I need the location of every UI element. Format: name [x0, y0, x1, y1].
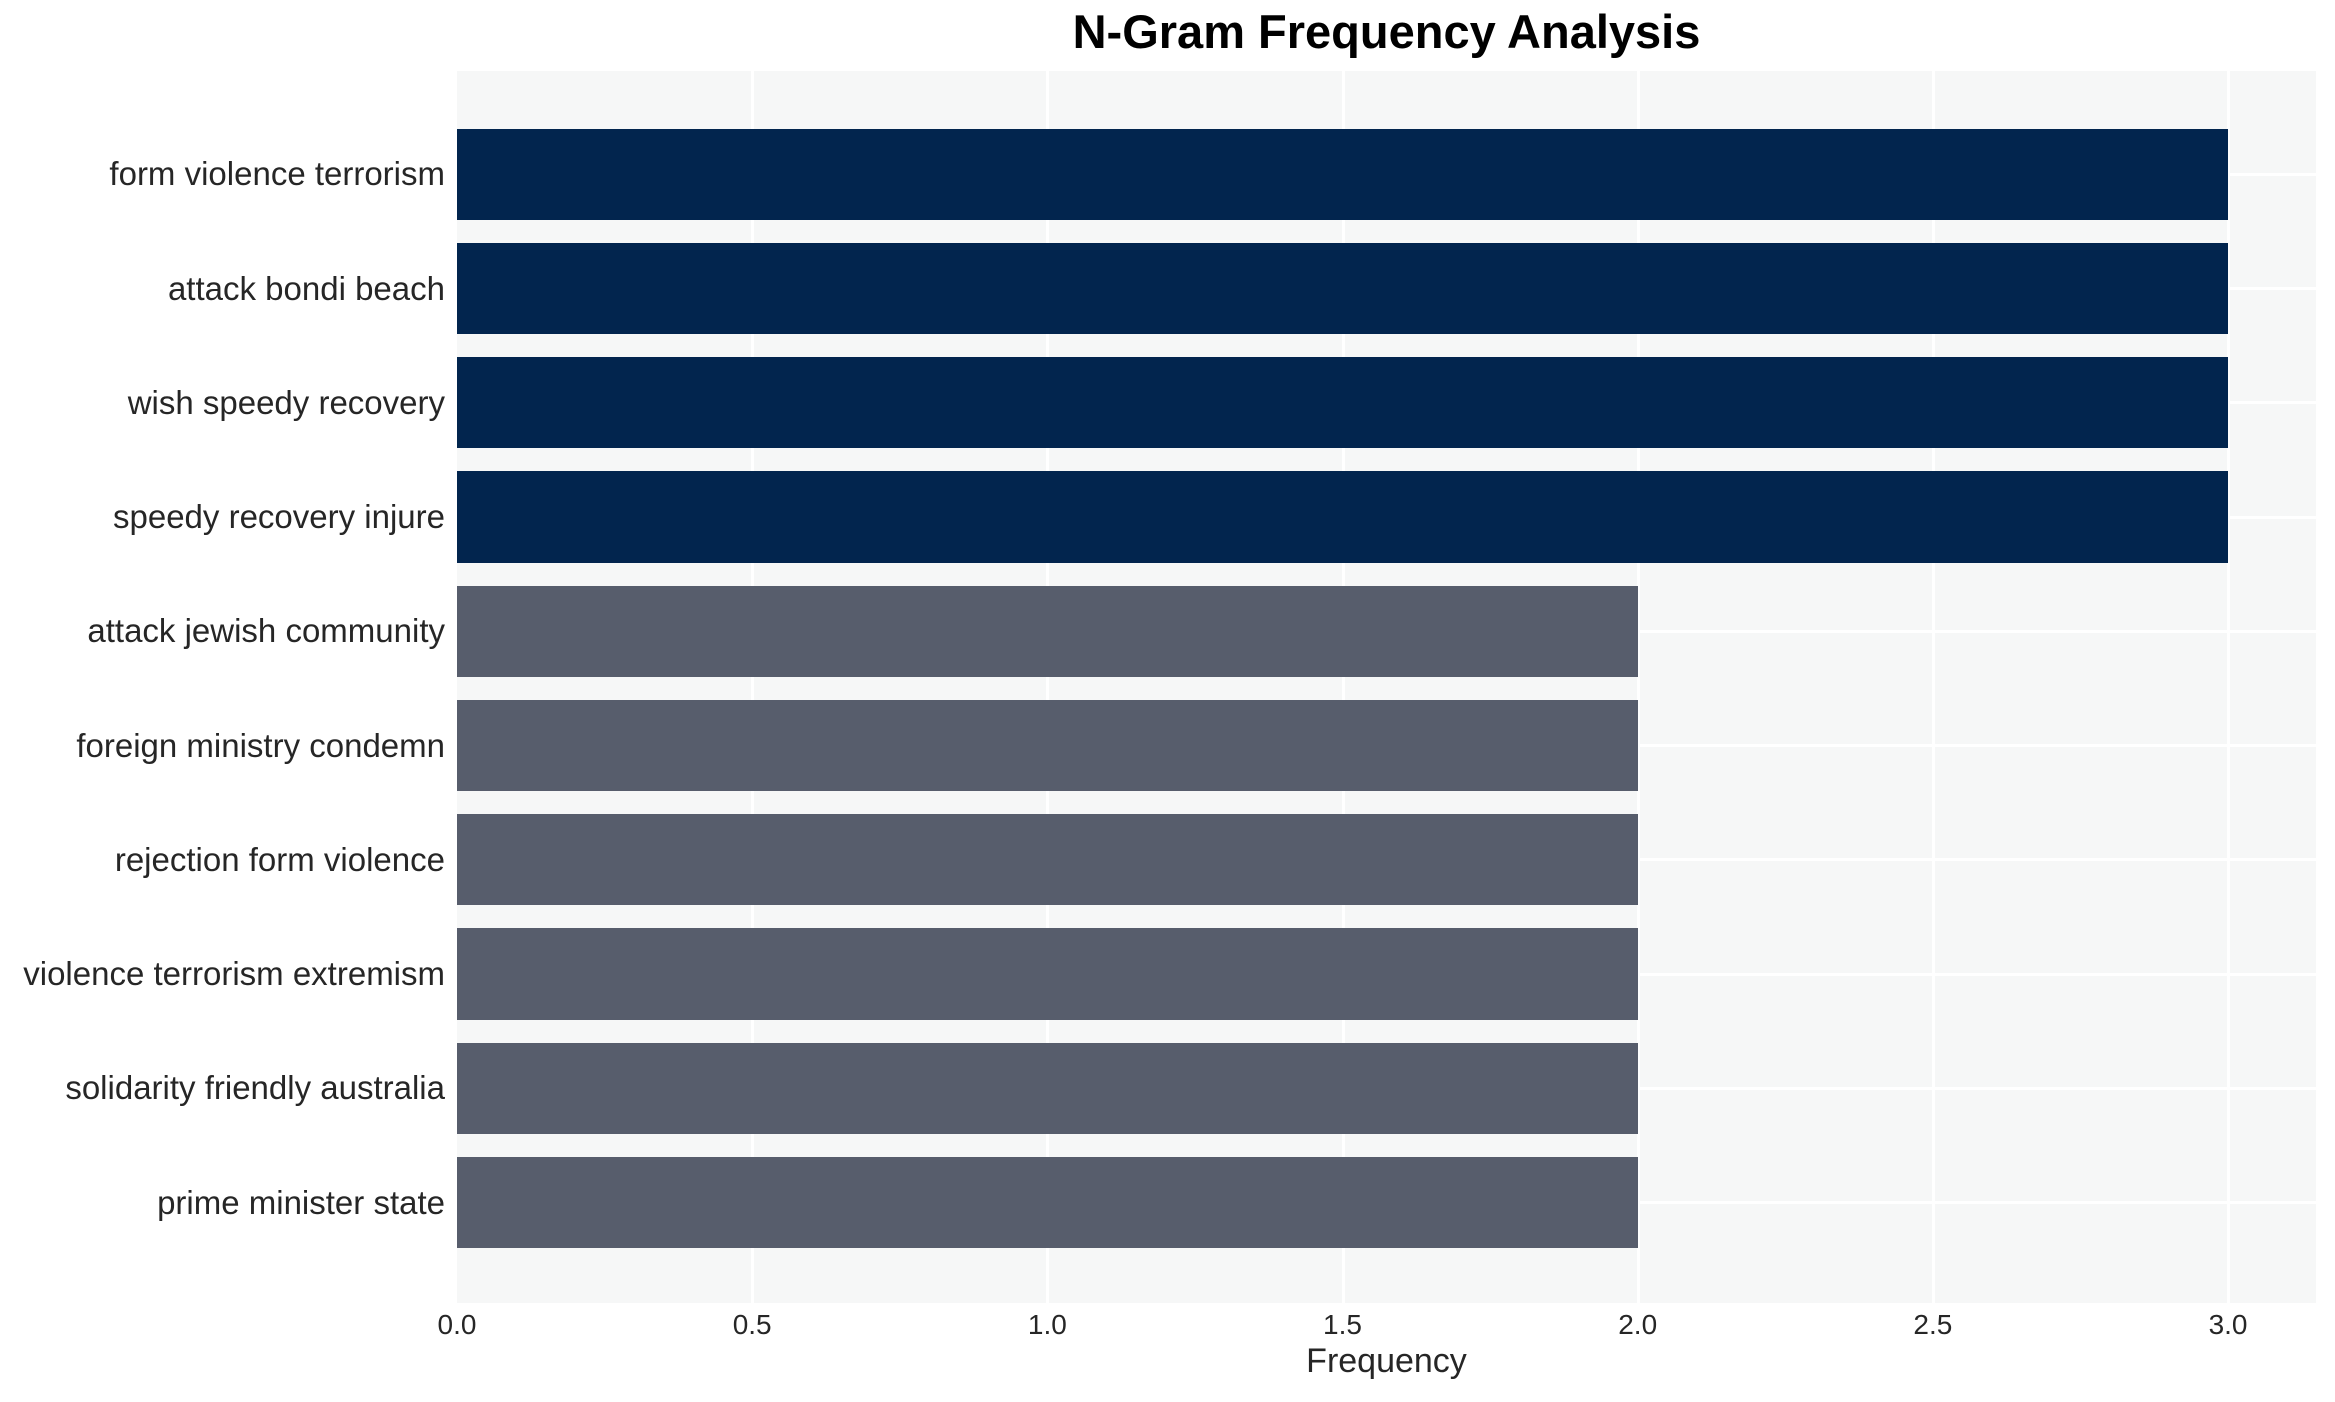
y-axis-label: solidarity friendly australia: [65, 1069, 445, 1107]
bar: [457, 699, 1638, 792]
y-axis-label: foreign ministry condemn: [76, 726, 445, 764]
vertical-gridline: [751, 71, 755, 1303]
x-axis-tick: 0.0: [437, 1309, 477, 1340]
vertical-gridline: [1046, 71, 1050, 1303]
plot-area: [457, 71, 2316, 1303]
vertical-gridline: [2227, 71, 2231, 1303]
bar: [457, 128, 2229, 220]
x-axis-tick: 2.0: [1618, 1309, 1658, 1340]
bar: [457, 928, 1638, 1020]
bar: [457, 242, 2229, 335]
y-axis-label: wish speedy recovery: [127, 383, 445, 421]
y-axis-label: attack jewish community: [87, 612, 445, 650]
bar: [457, 814, 1638, 906]
y-axis-label: form violence terrorism: [109, 155, 445, 193]
x-axis-tick: 3.0: [2208, 1309, 2248, 1340]
chart-title: N-Gram Frequency Analysis: [1072, 5, 1701, 58]
y-axis-label: violence terrorism extremism: [23, 955, 445, 993]
x-axis-tick: 2.5: [1913, 1309, 1953, 1340]
y-axis-label: rejection form violence: [114, 840, 445, 878]
vertical-gridline: [1341, 71, 1345, 1303]
bar: [457, 1042, 1638, 1134]
bar: [457, 585, 1638, 677]
x-axis-tick: 1.5: [1323, 1309, 1362, 1340]
bar: [457, 1156, 1638, 1249]
y-axis-label: speedy recovery injure: [113, 498, 445, 536]
x-axis-tick: 0.5: [732, 1309, 772, 1340]
bar: [457, 357, 2229, 449]
vertical-gridline: [1931, 71, 1935, 1303]
y-axis-label: prime minister state: [157, 1183, 445, 1221]
bar: [457, 471, 2229, 563]
y-axis-label: attack bondi beach: [167, 269, 445, 307]
x-axis-label: Frequency: [1306, 1342, 1467, 1380]
x-axis-tick: 1.0: [1027, 1309, 1067, 1340]
vertical-gridline: [1636, 71, 1640, 1303]
